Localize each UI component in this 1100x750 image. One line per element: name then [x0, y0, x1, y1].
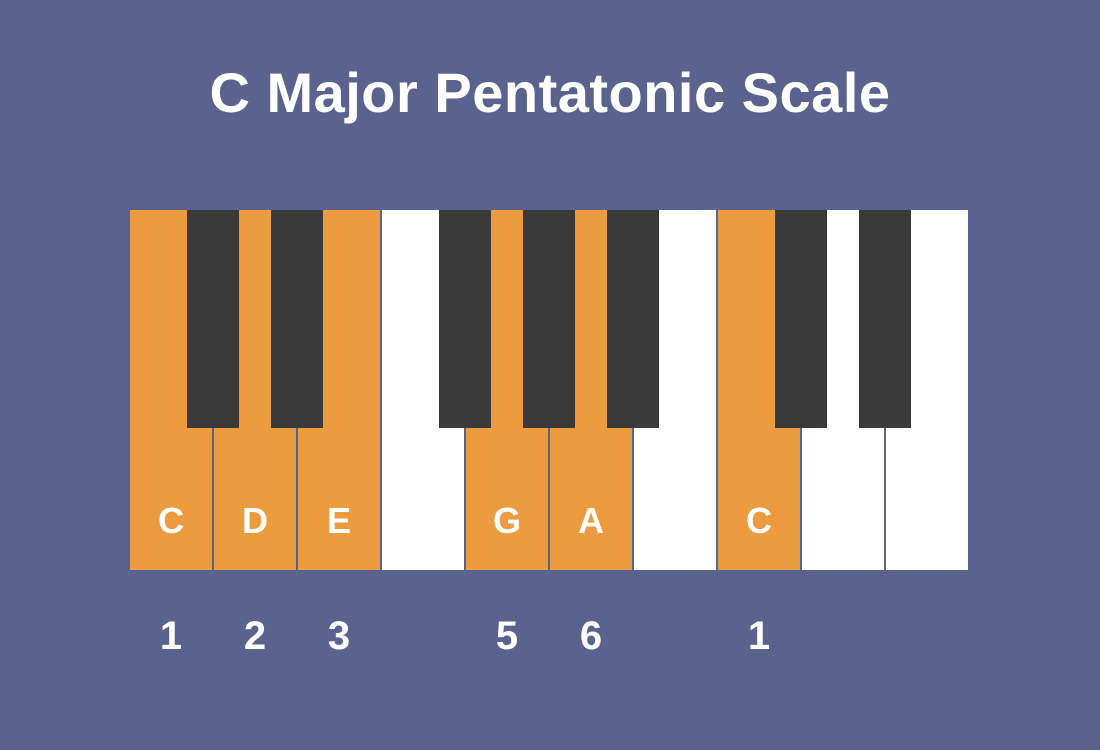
black-key-after-3: [439, 210, 491, 428]
scale-degree-0: 1: [130, 614, 212, 659]
scale-degree-2: 3: [298, 614, 380, 659]
scale-degree-row: 123561: [130, 614, 968, 659]
black-key-after-1: [271, 210, 323, 428]
black-key-after-4: [523, 210, 575, 428]
key-label: G: [466, 500, 548, 542]
key-label: D: [214, 500, 296, 542]
scale-degree-3: [382, 614, 464, 659]
scale-degree-8: [802, 614, 884, 659]
scale-degree-5: 6: [550, 614, 632, 659]
black-key-after-5: [607, 210, 659, 428]
scale-degree-7: 1: [718, 614, 800, 659]
black-key-after-0: [187, 210, 239, 428]
key-label: C: [718, 500, 800, 542]
key-label: A: [550, 500, 632, 542]
diagram-title: C Major Pentatonic Scale: [0, 60, 1100, 125]
scale-degree-4: 5: [466, 614, 548, 659]
black-key-after-7: [775, 210, 827, 428]
scale-degree-1: 2: [214, 614, 296, 659]
scale-degree-6: [634, 614, 716, 659]
black-key-after-8: [859, 210, 911, 428]
key-label: E: [298, 500, 380, 542]
scale-degree-9: [886, 614, 968, 659]
key-label: C: [130, 500, 212, 542]
